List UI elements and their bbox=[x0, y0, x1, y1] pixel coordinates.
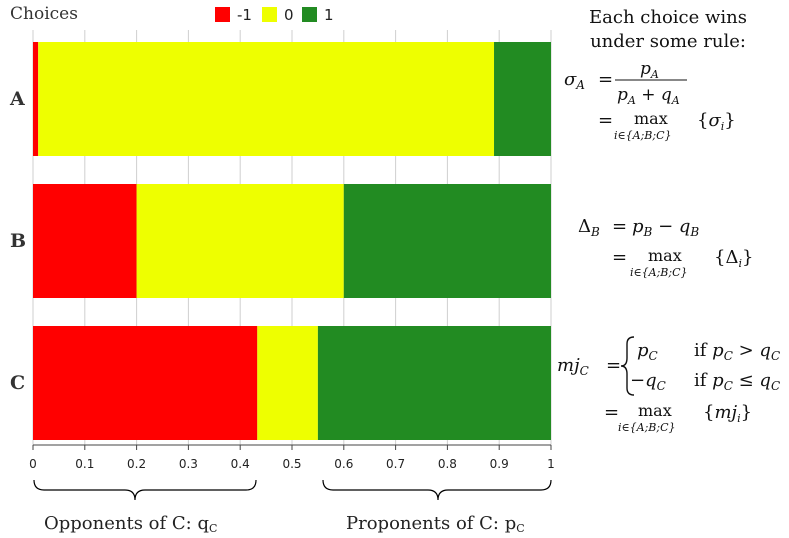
x-tick-label: 1 bbox=[547, 457, 555, 471]
side-heading-1: Each choice wins bbox=[589, 7, 747, 28]
x-tick-label: 0.9 bbox=[490, 457, 509, 471]
svg-text:=: = bbox=[598, 69, 613, 90]
svg-text:=: = bbox=[606, 355, 621, 376]
x-tick-label: 0.4 bbox=[231, 457, 250, 471]
svg-text:if pC > qC: if pC > qC bbox=[694, 340, 780, 363]
opponents-label: Opponents of C: qC bbox=[44, 513, 217, 535]
svg-text:pA + qA: pA + qA bbox=[617, 85, 680, 107]
svg-text:{mji}: {mji} bbox=[703, 402, 752, 425]
x-tick-label: 0 bbox=[29, 457, 37, 471]
svg-text:max: max bbox=[634, 109, 668, 128]
category-label: C bbox=[10, 372, 25, 394]
x-tick-label: 0.1 bbox=[75, 457, 94, 471]
opponents-brace bbox=[33, 479, 257, 501]
bar-B-series-2 bbox=[343, 184, 551, 298]
bar-C-series-1 bbox=[257, 326, 318, 440]
proponents-label: Proponents of C: pC bbox=[346, 513, 525, 535]
svg-text:max: max bbox=[638, 401, 672, 420]
bar-A-series-2 bbox=[494, 42, 551, 156]
proponents-brace bbox=[322, 479, 552, 501]
legend-label: 1 bbox=[324, 6, 334, 24]
svg-text:i∈{A;B;C}: i∈{A;B;C} bbox=[614, 129, 672, 142]
bar-A-series-0 bbox=[33, 42, 39, 156]
category-label: B bbox=[10, 230, 26, 252]
legend-label: -1 bbox=[237, 6, 252, 24]
svg-text:=: = bbox=[598, 110, 613, 131]
bar-B-series-0 bbox=[33, 184, 137, 298]
svg-text:=: = bbox=[612, 247, 627, 268]
x-tick-label: 0.7 bbox=[386, 457, 405, 471]
svg-text:pA: pA bbox=[640, 59, 659, 81]
x-tick-label: 0.3 bbox=[179, 457, 198, 471]
svg-text:−qC: −qC bbox=[630, 370, 666, 393]
svg-text:ΔB: ΔB bbox=[578, 216, 600, 239]
x-tick-label: 0.6 bbox=[334, 457, 353, 471]
bars bbox=[33, 42, 551, 440]
svg-text:mjC: mjC bbox=[557, 355, 589, 378]
bar-A-series-1 bbox=[38, 42, 495, 156]
svg-text:=: = bbox=[612, 216, 627, 237]
legend-label: 0 bbox=[284, 6, 294, 24]
svg-text:σA: σA bbox=[564, 69, 585, 92]
x-tick-label: 0.5 bbox=[282, 457, 301, 471]
legend-swatch bbox=[302, 7, 317, 22]
side-heading-2: under some rule: bbox=[590, 31, 746, 52]
svg-text:i∈{A;B;C}: i∈{A;B;C} bbox=[618, 421, 676, 434]
bar-B-series-1 bbox=[136, 184, 344, 298]
side-panel: Each choice wins under some rule: σA = p… bbox=[557, 7, 780, 434]
category-labels: A B C bbox=[9, 88, 26, 394]
svg-text:=: = bbox=[604, 402, 619, 423]
bar-C-series-0 bbox=[33, 326, 258, 440]
x-tick-label: 0.8 bbox=[438, 457, 457, 471]
x-axis: 0 0.1 0.2 0.3 0.4 0.5 0.6 0.7 0.8 0.9 1 bbox=[29, 444, 555, 471]
x-tick-label: 0.2 bbox=[127, 457, 146, 471]
legend-swatch bbox=[215, 7, 230, 22]
bar-C-series-2 bbox=[317, 326, 551, 440]
svg-text:{σi}: {σi} bbox=[697, 110, 736, 133]
sigma-formula: σA = pA pA + qA = max i∈{A;B;C} {σi} bbox=[564, 59, 736, 142]
mj-formula: mjC = pC if pC > qC −qC if pC ≤ qC = max… bbox=[557, 336, 780, 434]
svg-text:pB − qB: pB − qB bbox=[632, 216, 699, 239]
svg-text:i∈{A;B;C}: i∈{A;B;C} bbox=[630, 266, 688, 279]
svg-text:max: max bbox=[648, 246, 682, 265]
legend-swatch bbox=[262, 7, 277, 22]
legend: Choices -1 0 1 bbox=[10, 4, 334, 24]
svg-text:if pC ≤ qC: if pC ≤ qC bbox=[694, 370, 780, 393]
delta-formula: ΔB = pB − qB = max i∈{A;B;C} {Δi} bbox=[578, 216, 753, 279]
svg-text:pC: pC bbox=[637, 340, 658, 363]
svg-text:{Δi}: {Δi} bbox=[714, 247, 753, 270]
legend-title: Choices bbox=[10, 4, 78, 24]
category-label: A bbox=[9, 88, 25, 110]
